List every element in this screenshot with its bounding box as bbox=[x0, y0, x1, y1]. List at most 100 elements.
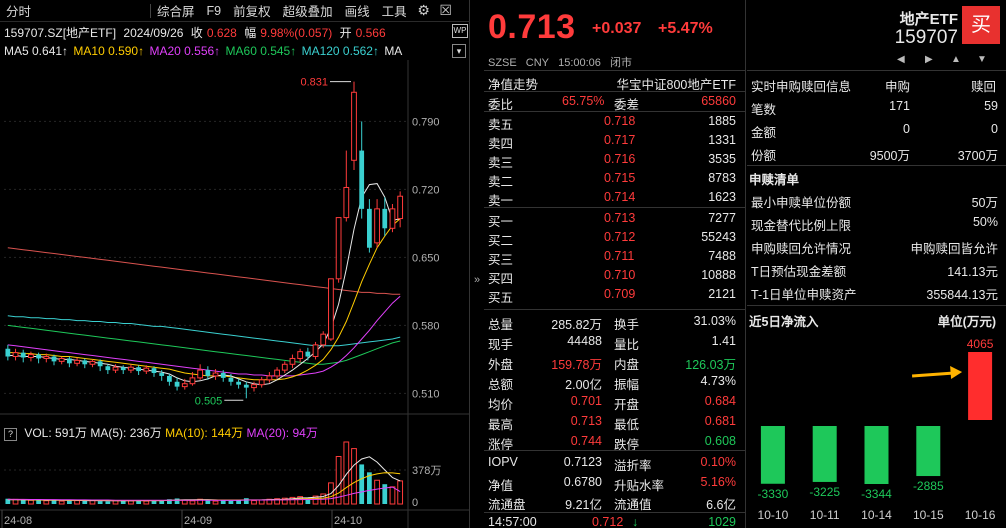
candle bbox=[20, 352, 26, 358]
ask-row[interactable]: 卖二 0.715 8783 bbox=[484, 169, 744, 189]
volume-bar bbox=[20, 500, 26, 504]
volume-bar bbox=[228, 500, 234, 504]
fund-fullname: 华宝中证800地产ETF bbox=[616, 78, 736, 92]
tab-timeshare[interactable]: 分时 bbox=[6, 5, 32, 19]
up-arrow-icon[interactable]: ▲ bbox=[951, 54, 961, 65]
redeem-row: 最小申赎单位份额 50万 bbox=[747, 189, 1006, 210]
toolbar-draw-button[interactable]: 画线 bbox=[344, 5, 370, 19]
netflow-value-label: 4065 bbox=[967, 337, 994, 351]
stat-label: 溢折率 bbox=[614, 459, 652, 473]
volume-bar bbox=[74, 500, 80, 505]
ask-price: 0.717 bbox=[604, 133, 636, 147]
toolbar-tools-button[interactable]: 工具 bbox=[381, 5, 407, 19]
gear-icon[interactable]: ⚙ bbox=[417, 2, 430, 18]
bid-row[interactable]: 买二 0.712 55243 bbox=[484, 228, 744, 248]
ask-price: 0.716 bbox=[604, 152, 636, 166]
netflow-date-label: 10-15 bbox=[913, 508, 944, 522]
volume-bar bbox=[258, 499, 265, 505]
stat-row: 总额 2.00亿 振幅 4.73% bbox=[484, 372, 744, 392]
panel-collapse-icon[interactable]: » bbox=[474, 274, 481, 286]
stat-label: 涨停 bbox=[488, 438, 514, 452]
ask-row[interactable]: 卖四 0.717 1331 bbox=[484, 131, 744, 151]
volume-tick-label: 378万 bbox=[412, 465, 441, 477]
info-date: 2024/09/26 bbox=[123, 26, 184, 40]
stat-row: IOPV 0.7123 溢折率 0.10% bbox=[484, 453, 744, 473]
bid-row[interactable]: 买三 0.711 7488 bbox=[484, 247, 744, 267]
stat-label: 升贴水率 bbox=[614, 478, 665, 493]
nav-row[interactable]: 净值走势 华宝中证800地产ETF bbox=[484, 72, 744, 92]
volume-bar bbox=[82, 500, 88, 504]
vol-ma5: MA(5): 236万 bbox=[90, 426, 162, 440]
netflow-date-label: 10-14 bbox=[861, 508, 892, 522]
nav-trend-link[interactable]: 净值走势 bbox=[488, 78, 539, 92]
down-arrow-icon[interactable]: ▼ bbox=[977, 54, 987, 65]
stat-value: 0.701 bbox=[570, 394, 602, 408]
price-tick-label: 0.650 bbox=[412, 252, 440, 264]
bid-row[interactable]: 买四 0.710 10888 bbox=[484, 266, 744, 286]
stat-value: 0.7123 bbox=[563, 455, 602, 469]
ma-expand-icon[interactable]: ▾ bbox=[452, 44, 466, 58]
volume-bar bbox=[374, 479, 380, 505]
tick-row: 14:57:00 0.712 ↓ 1029 bbox=[484, 513, 744, 528]
candle bbox=[382, 208, 388, 229]
netflow-bar bbox=[760, 426, 785, 484]
candle bbox=[281, 363, 288, 371]
stat-label: 净值 bbox=[488, 478, 514, 493]
bid-level-label: 买二 bbox=[488, 234, 514, 248]
toolbar-forward-adjust-button[interactable]: 前复权 bbox=[233, 5, 271, 19]
ask-row[interactable]: 卖三 0.716 3535 bbox=[484, 150, 744, 170]
kline-panel: 分时 综合屏 F9 前复权 超级叠加 画线 工具 ⚙ ☒ 159707.SZ[地… bbox=[0, 0, 470, 528]
ask-row[interactable]: 卖五 0.718 1885 bbox=[484, 112, 744, 132]
right-arrow-icon[interactable]: ▶ bbox=[925, 54, 933, 65]
etf-panel: 地产ETF 159707 买 ◀ ▶ ▲ ▼ 实时申购赎回信息 申购 赎回 笔数… bbox=[747, 0, 1006, 528]
volume-bar bbox=[359, 464, 365, 504]
volume-bar bbox=[128, 500, 134, 505]
buy-button[interactable]: 买 bbox=[962, 6, 1000, 44]
stat-label: 内盘 bbox=[614, 358, 640, 372]
volume-bars bbox=[5, 441, 404, 505]
help-icon[interactable]: ? bbox=[4, 428, 17, 441]
candle bbox=[167, 375, 172, 382]
left-arrow-icon[interactable]: ◀ bbox=[897, 54, 905, 65]
ma20-legend: MA20 0.556↑ bbox=[149, 44, 221, 58]
low-annotation: 0.505 bbox=[195, 395, 223, 407]
order-diff-value: 65860 bbox=[701, 94, 736, 108]
realtime-redeem-value: 59 bbox=[984, 99, 998, 113]
ma120-legend: MA120 0.562↑ bbox=[301, 44, 379, 58]
candle bbox=[58, 357, 65, 362]
bid-row[interactable]: 买五 0.709 2121 bbox=[484, 285, 744, 305]
netflow-bar bbox=[864, 426, 889, 484]
ma-more-legend: MA bbox=[384, 44, 403, 58]
price-change: +0.037 bbox=[592, 20, 642, 37]
volume-bar bbox=[335, 456, 342, 505]
ask-row[interactable]: 卖一 0.714 1623 bbox=[484, 188, 744, 208]
volume-bar bbox=[167, 499, 172, 504]
close-icon[interactable]: ☒ bbox=[439, 2, 452, 18]
price-tick-label: 0.580 bbox=[412, 320, 440, 332]
redeem-list-title: 申赎清单 bbox=[749, 173, 800, 187]
toolbar-f9-button[interactable]: F9 bbox=[206, 3, 222, 18]
price-tick-label: 0.790 bbox=[412, 116, 440, 128]
bid-row[interactable]: 买一 0.713 7277 bbox=[484, 209, 744, 229]
price-change-pct: +5.47% bbox=[658, 20, 713, 37]
stat-row: 外盘 159.78万 内盘 126.03万 bbox=[484, 352, 744, 372]
netflow-bar bbox=[968, 352, 993, 420]
candle bbox=[328, 278, 334, 340]
bid-level-label: 买一 bbox=[488, 215, 514, 229]
stat-label: 总量 bbox=[488, 318, 514, 332]
candle bbox=[320, 333, 327, 346]
bid-volume: 10888 bbox=[701, 268, 736, 282]
candle bbox=[312, 344, 319, 358]
netflow-chart: -3330 10-10 -3225 10-11 -3344 10-14 -2885 10-15… bbox=[758, 337, 996, 522]
toolbar-composite-button[interactable]: 综合屏 bbox=[157, 5, 195, 19]
candle bbox=[67, 358, 72, 364]
toolbar-overlay-button[interactable]: 超级叠加 bbox=[282, 5, 333, 19]
bid-price: 0.712 bbox=[604, 230, 636, 244]
wp-icon[interactable]: WP bbox=[452, 24, 468, 38]
candle bbox=[82, 360, 88, 365]
candle bbox=[12, 352, 19, 358]
bid-level-label: 买五 bbox=[488, 291, 514, 305]
stat-row: 流通盘 9.21亿 流通值 6.6亿 bbox=[484, 492, 744, 512]
volume-bar bbox=[151, 500, 157, 504]
ask-volume: 8783 bbox=[708, 171, 736, 185]
